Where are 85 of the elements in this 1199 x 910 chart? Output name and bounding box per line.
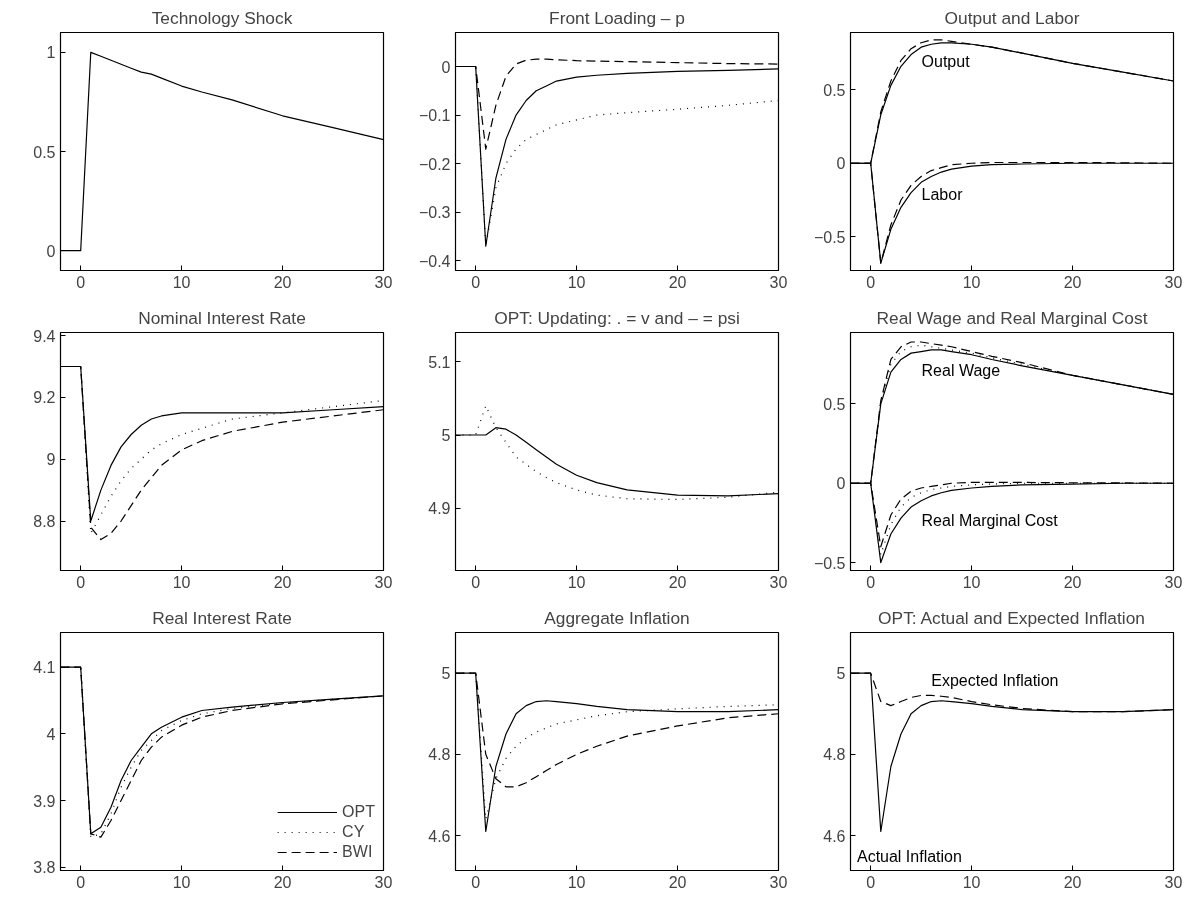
y-tick-label: 5.1 — [428, 353, 451, 371]
x-tick-label: 30 — [769, 573, 788, 591]
x-tick-label: 30 — [1164, 573, 1183, 591]
x-tick-label: 0 — [866, 873, 876, 891]
y-tick-label: 4.1 — [33, 659, 56, 677]
x-tick-label: 20 — [668, 873, 687, 891]
annotation: Real Marginal Cost — [921, 512, 1059, 530]
x-tick-label: 20 — [273, 873, 292, 891]
y-tick-label: 0.5 — [823, 81, 846, 99]
x-tick-label: 20 — [273, 273, 292, 291]
chart-title: Output and Labor — [944, 7, 1080, 28]
x-tick-label: 20 — [273, 573, 292, 591]
x-tick-label: 0 — [76, 273, 86, 291]
annotation: Actual Inflation — [856, 847, 962, 865]
y-tick-label: 5 — [441, 665, 451, 683]
x-tick-label: 30 — [769, 873, 788, 891]
x-tick-label: 20 — [668, 573, 687, 591]
y-tick-label: −0.4 — [418, 252, 451, 270]
annotation: Expected Inflation — [931, 671, 1059, 689]
y-tick-label: 0 — [836, 475, 846, 493]
chart-title: OPT: Actual and Expected Inflation — [878, 607, 1145, 628]
x-tick-label: 10 — [172, 873, 191, 891]
chart-title: OPT: Updating: . = v and – = psi — [494, 307, 740, 328]
y-tick-label: 0 — [441, 58, 451, 76]
chart-title: Front Loading – p — [549, 7, 685, 28]
x-tick-label: 10 — [962, 573, 981, 591]
y-tick-label: 0 — [836, 155, 846, 173]
y-tick-label: −0.5 — [813, 554, 846, 572]
x-tick-label: 20 — [668, 273, 687, 291]
chart-title: Technology Shock — [151, 7, 293, 28]
x-tick-label: 0 — [471, 873, 481, 891]
x-tick-label: 10 — [567, 273, 586, 291]
x-tick-label: 30 — [769, 273, 788, 291]
chart-title: Nominal Interest Rate — [138, 307, 306, 328]
y-tick-label: −0.2 — [418, 155, 451, 173]
x-tick-label: 10 — [962, 273, 981, 291]
x-tick-label: 0 — [866, 273, 876, 291]
y-tick-label: 5 — [836, 665, 846, 683]
x-tick-label: 20 — [1063, 273, 1082, 291]
y-tick-label: 9 — [46, 451, 56, 469]
y-tick-label: 4.9 — [428, 500, 451, 518]
annotation: Labor — [921, 185, 964, 203]
legend-label: OPT — [342, 803, 375, 821]
y-tick-label: 0 — [46, 242, 56, 260]
y-tick-label: 3.8 — [33, 859, 56, 877]
y-tick-label: 4 — [46, 725, 56, 743]
x-tick-label: 30 — [374, 573, 393, 591]
x-tick-label: 0 — [471, 273, 481, 291]
y-tick-label: 3.9 — [33, 792, 56, 810]
legend-label: BWI — [342, 843, 373, 861]
x-tick-label: 10 — [962, 873, 981, 891]
y-tick-label: 0.5 — [33, 143, 56, 161]
x-tick-label: 10 — [172, 273, 191, 291]
x-tick-label: 0 — [471, 573, 481, 591]
x-tick-label: 0 — [76, 573, 86, 591]
y-tick-label: 1 — [46, 44, 56, 62]
y-tick-label: 8.8 — [33, 513, 56, 531]
y-tick-label: 0.5 — [823, 395, 846, 413]
x-tick-label: 10 — [172, 573, 191, 591]
annotation: Output — [921, 52, 971, 70]
chart-title: Aggregate Inflation — [544, 607, 690, 628]
x-tick-label: 10 — [567, 873, 586, 891]
x-tick-label: 30 — [1164, 873, 1183, 891]
x-tick-label: 30 — [374, 873, 393, 891]
y-tick-label: 5 — [441, 427, 451, 445]
y-tick-label: −0.3 — [418, 204, 451, 222]
x-tick-label: 30 — [374, 273, 393, 291]
x-tick-label: 0 — [76, 873, 86, 891]
legend-label: CY — [342, 823, 365, 841]
y-tick-label: 4.6 — [823, 827, 846, 845]
y-tick-label: 4.8 — [428, 746, 451, 764]
annotation: Real Wage — [921, 362, 1001, 380]
x-tick-label: 30 — [1164, 273, 1183, 291]
x-tick-label: 20 — [1063, 873, 1082, 891]
x-tick-label: 0 — [866, 573, 876, 591]
x-tick-label: 20 — [1063, 573, 1082, 591]
x-tick-label: 10 — [567, 573, 586, 591]
y-tick-label: 9.4 — [33, 327, 56, 345]
chart-title: Real Interest Rate — [152, 607, 292, 628]
y-tick-label: −0.1 — [418, 107, 451, 125]
chart-title: Real Wage and Real Marginal Cost — [876, 307, 1148, 328]
y-tick-label: 4.6 — [428, 827, 451, 845]
y-tick-label: −0.5 — [813, 228, 846, 246]
y-tick-label: 9.2 — [33, 389, 56, 407]
y-tick-label: 4.8 — [823, 746, 846, 764]
